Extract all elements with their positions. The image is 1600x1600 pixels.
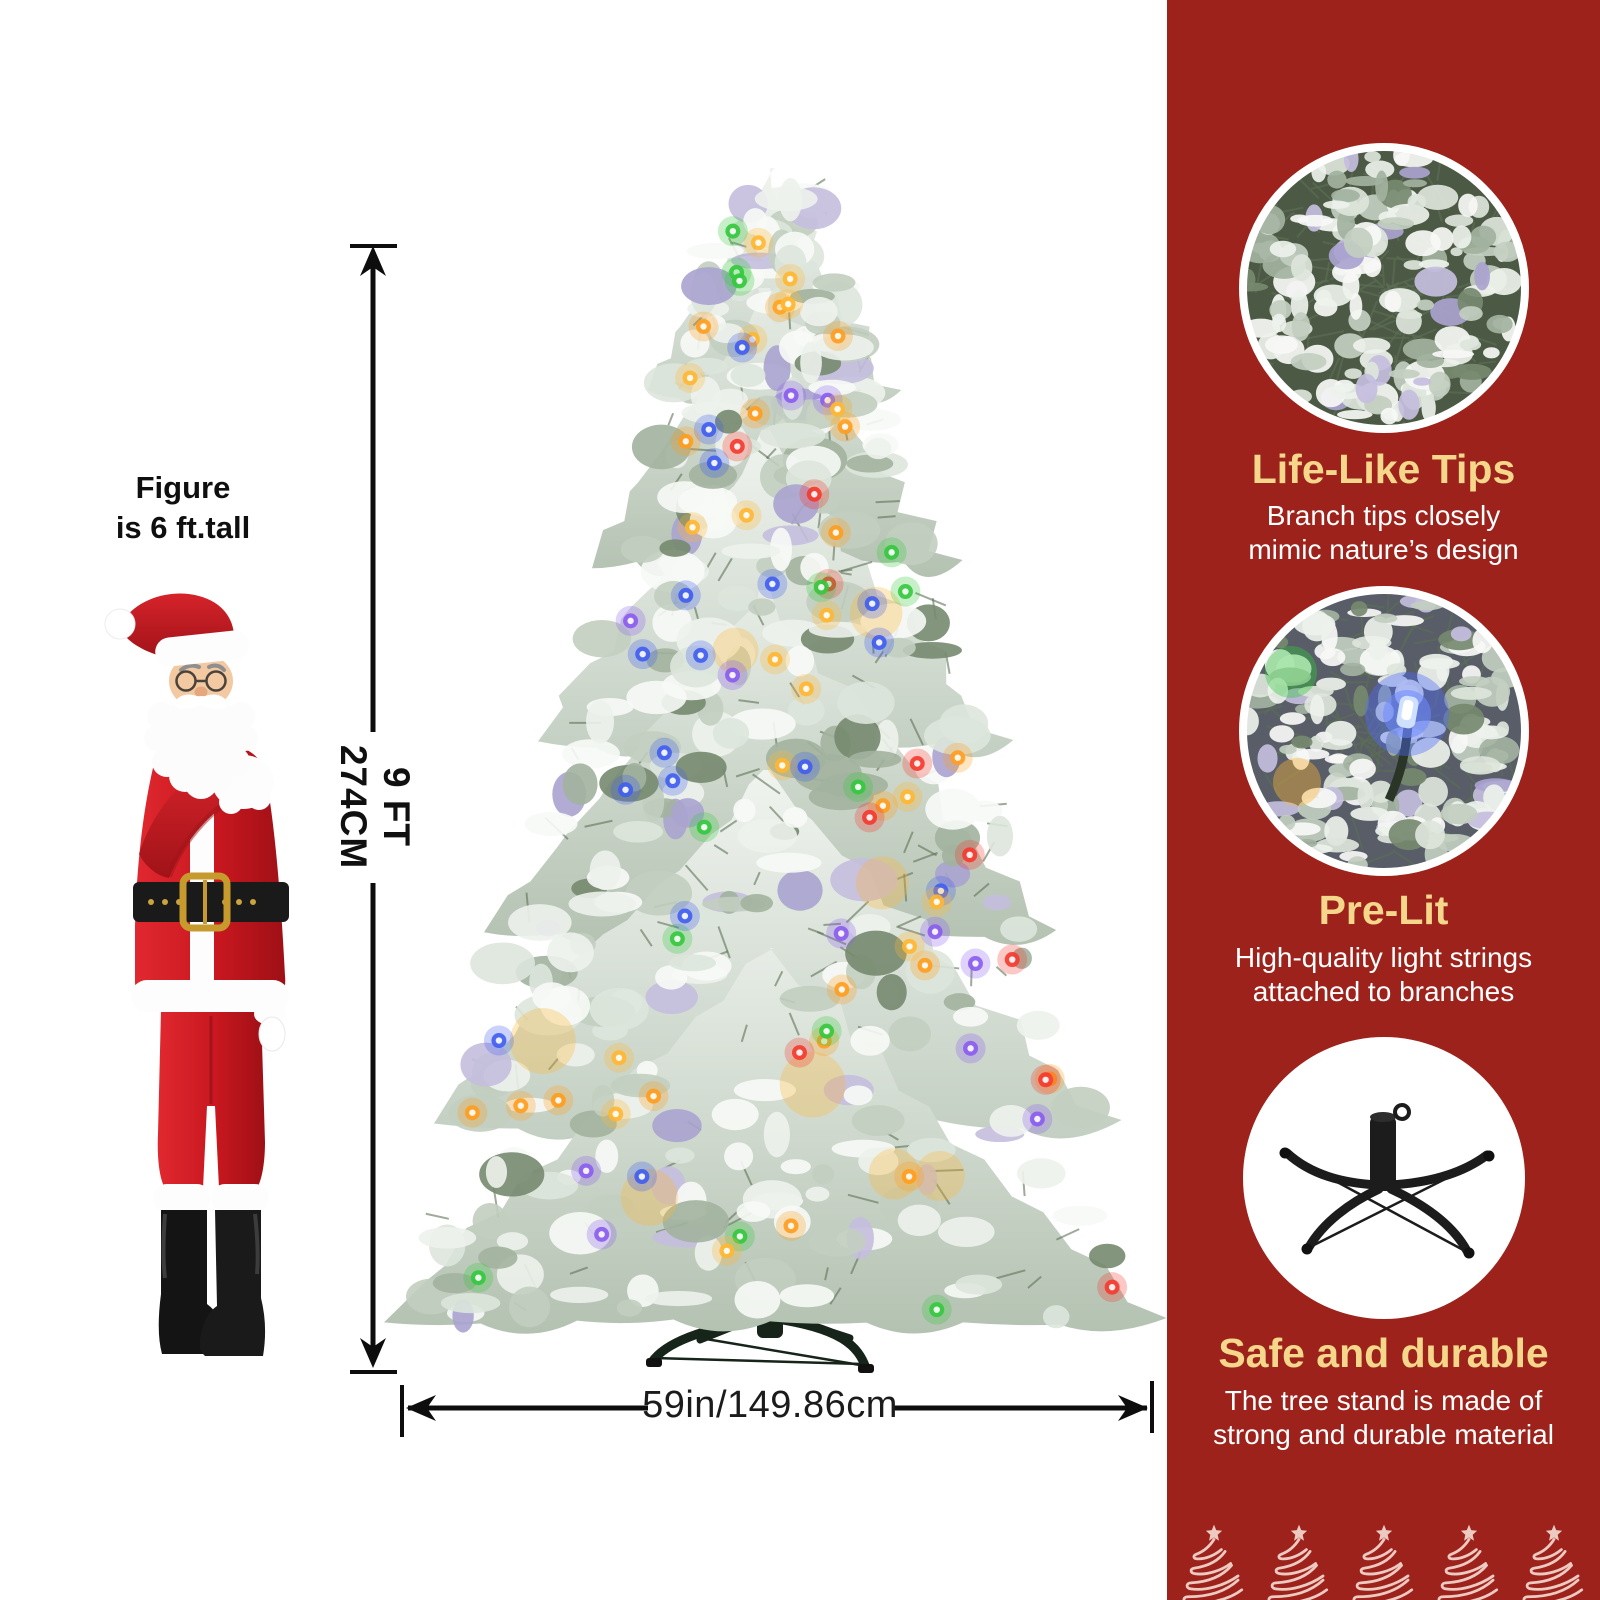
width-dimension-label: 59in/149.86cm: [642, 1384, 898, 1426]
feature-title: Pre-Lit: [1318, 887, 1449, 933]
feature-description: The tree stand is made of strong and dur…: [1213, 1385, 1554, 1450]
height-cm: 274CM: [333, 744, 374, 870]
feature-sidebar: Life-Like Tips Branch tips closely mimic…: [1167, 0, 1600, 1600]
feature-image-branch-tips: [1238, 143, 1529, 433]
decorative-trees-row: [1167, 1522, 1600, 1600]
tree-stand-icon: [1282, 1148, 1491, 1256]
christmas-tree-line-icon: [1517, 1522, 1591, 1600]
feature-description: High-quality light strings attached to b…: [1234, 942, 1533, 1007]
height-feet: 9 FT: [376, 766, 417, 848]
christmas-tree-line-icon: [1347, 1522, 1421, 1600]
christmas-tree-line-icon: [1262, 1522, 1336, 1600]
figure-scale-note: Figure is 6 ft.tall: [63, 468, 303, 548]
santa-figure-image: [104, 593, 317, 1356]
tree-stand: [646, 1296, 874, 1373]
feature-title: Safe and durable: [1218, 1330, 1549, 1376]
figure-note-line1: Figure: [135, 470, 231, 505]
christmas-tree-line-icon: [1177, 1522, 1251, 1600]
feature-image-prelit: [1238, 586, 1529, 876]
height-dimension-label: 9 FT 274CM: [328, 712, 418, 902]
feature-title: Life-Like Tips: [1251, 446, 1516, 492]
feature-description: Branch tips closely mimic nature’s desig…: [1248, 500, 1519, 565]
figure-note-line2: is 6 ft.tall: [115, 510, 251, 545]
feature-image-tree-stand: [1242, 1037, 1525, 1319]
christmas-tree-line-icon: [1432, 1522, 1506, 1600]
